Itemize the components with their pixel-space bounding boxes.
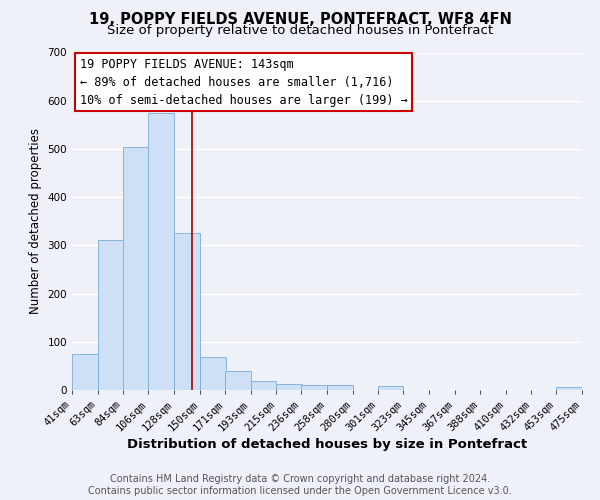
Text: Size of property relative to detached houses in Pontefract: Size of property relative to detached ho… <box>107 24 493 37</box>
Bar <box>200 357 226 390</box>
Bar <box>277 384 302 390</box>
X-axis label: Distribution of detached houses by size in Pontefract: Distribution of detached houses by size … <box>127 438 527 451</box>
Bar <box>225 370 251 390</box>
Y-axis label: Number of detached properties: Number of detached properties <box>29 128 42 314</box>
Bar <box>301 385 327 390</box>
Text: 19, POPPY FIELDS AVENUE, PONTEFRACT, WF8 4FN: 19, POPPY FIELDS AVENUE, PONTEFRACT, WF8… <box>89 12 511 28</box>
Bar <box>327 385 353 390</box>
Bar <box>148 113 174 390</box>
Bar <box>122 146 148 390</box>
Bar <box>556 387 582 390</box>
Bar <box>251 382 277 390</box>
Text: Contains HM Land Registry data © Crown copyright and database right 2024.
Contai: Contains HM Land Registry data © Crown c… <box>88 474 512 496</box>
Bar <box>98 240 124 390</box>
Text: 19 POPPY FIELDS AVENUE: 143sqm
← 89% of detached houses are smaller (1,716)
10% : 19 POPPY FIELDS AVENUE: 143sqm ← 89% of … <box>80 58 407 106</box>
Bar <box>377 386 403 390</box>
Bar <box>174 234 200 390</box>
Bar <box>72 354 98 390</box>
